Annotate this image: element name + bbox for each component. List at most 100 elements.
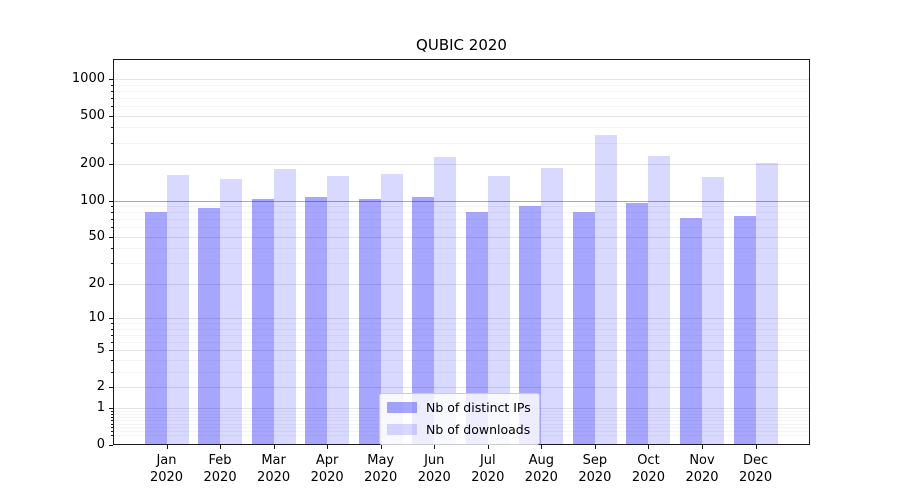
legend-row: Nb of distinct IPs: [387, 398, 531, 417]
y-tick-label: 100: [80, 192, 105, 208]
y-tick: [109, 317, 113, 319]
y-minor-tick: [110, 248, 113, 250]
bar-ips-sep: [572, 212, 595, 445]
x-tick: [648, 445, 650, 449]
legend-swatch: [387, 402, 417, 413]
gridline-minor: [113, 328, 810, 330]
y-minor-tick: [110, 227, 113, 229]
x-tick: [487, 445, 489, 449]
x-tick-label: Mar 2020: [257, 453, 291, 485]
y-minor-tick: [110, 90, 113, 92]
y-tick-label: 1000: [71, 71, 105, 87]
bar-downloads-dec: [755, 162, 778, 445]
x-tick-label: Jun 2020: [417, 453, 451, 485]
y-minor-tick: [110, 263, 113, 265]
y-minor-tick: [110, 427, 113, 429]
bar-ips-jul: [465, 211, 488, 445]
x-tick: [702, 445, 703, 449]
y-minor-tick: [110, 431, 113, 433]
gridline-50: [113, 236, 810, 238]
y-minor-tick: [110, 127, 113, 129]
x-tick-label: Feb 2020: [203, 453, 237, 485]
y-minor-tick: [110, 413, 113, 415]
y-tick: [109, 283, 113, 285]
gridline-minor: [113, 334, 810, 336]
bar-ips-feb: [198, 207, 221, 445]
gridline-minor: [113, 84, 810, 86]
bar-ips-nov: [680, 218, 702, 445]
legend: Nb of distinct IPs Nb of downloads: [379, 393, 540, 445]
gridline-100: [113, 200, 810, 202]
y-tick: [109, 164, 113, 166]
bar-downloads-jan: [166, 174, 189, 445]
y-tick-label: 200: [80, 156, 105, 172]
gridline-200: [113, 164, 810, 166]
bar-downloads-feb: [220, 178, 243, 445]
x-tick-label: Apr 2020: [310, 453, 344, 485]
y-tick: [109, 386, 113, 388]
x-tick-label: Dec 2020: [739, 453, 773, 485]
gridline-5: [113, 350, 810, 352]
bar-ips-oct: [626, 202, 649, 445]
chart-title: QUBIC 2020: [416, 36, 507, 54]
x-tick-label: Oct 2020: [631, 453, 665, 485]
bar-downloads-aug: [541, 167, 564, 445]
y-minor-tick: [110, 410, 113, 412]
y-minor-tick: [110, 323, 113, 325]
y-tick: [109, 79, 113, 81]
y-minor-tick: [110, 341, 113, 343]
bar-ips-may: [358, 198, 381, 445]
gridline-20: [113, 283, 810, 285]
y-minor-tick: [110, 423, 113, 425]
x-tick: [220, 445, 222, 449]
x-tick: [380, 445, 382, 449]
gridline-minor: [113, 106, 810, 108]
y-tick: [109, 115, 113, 117]
bar-ips-aug: [519, 206, 542, 445]
y-minor-tick: [110, 435, 113, 437]
bar-ips-jan: [144, 211, 167, 445]
y-minor-tick: [110, 142, 113, 144]
gridline-minor: [113, 359, 810, 361]
legend-swatch: [387, 424, 417, 435]
x-tick-label: Aug 2020: [524, 453, 558, 485]
x-tick-label: Nov 2020: [685, 453, 719, 485]
y-tick: [109, 236, 113, 238]
y-minor-tick: [110, 206, 113, 208]
x-tick-label: Sep 2020: [578, 453, 612, 485]
y-minor-tick: [110, 84, 113, 86]
gridline-minor: [113, 341, 810, 343]
gridline-minor: [113, 227, 810, 229]
x-tick-label: Jan 2020: [149, 453, 184, 485]
bar-ips-apr: [305, 196, 328, 445]
bar-downloads-mar: [273, 169, 296, 445]
bar-ips-dec: [733, 216, 756, 445]
y-minor-tick: [110, 371, 113, 373]
x-tick: [327, 445, 329, 449]
bar-downloads-sep: [594, 134, 617, 445]
bar-downloads-apr: [327, 175, 350, 445]
y-minor-tick: [110, 416, 113, 418]
y-minor-tick: [110, 212, 113, 214]
x-tick: [541, 445, 543, 449]
legend-label: Nb of downloads: [426, 422, 531, 437]
gridline-minor: [113, 219, 810, 221]
x-tick: [166, 445, 168, 449]
bar-downloads-may: [380, 173, 403, 445]
bar-ips-jun: [412, 196, 435, 445]
y-minor-tick: [110, 328, 113, 330]
legend-label: Nb of distinct IPs: [426, 400, 531, 415]
gridline-minor: [113, 212, 810, 214]
gridline-2: [113, 386, 810, 388]
y-tick-label: 0: [96, 437, 105, 452]
gridline-minor: [113, 371, 810, 373]
y-minor-tick: [110, 359, 113, 361]
gridline-minor: [113, 97, 810, 99]
y-tick: [109, 408, 113, 410]
y-minor-tick: [110, 97, 113, 99]
y-minor-tick: [110, 334, 113, 336]
legend-row: Nb of downloads: [387, 420, 531, 439]
gridline-500: [113, 115, 810, 117]
gridline-1000: [113, 79, 810, 81]
plot-area: [113, 59, 810, 445]
